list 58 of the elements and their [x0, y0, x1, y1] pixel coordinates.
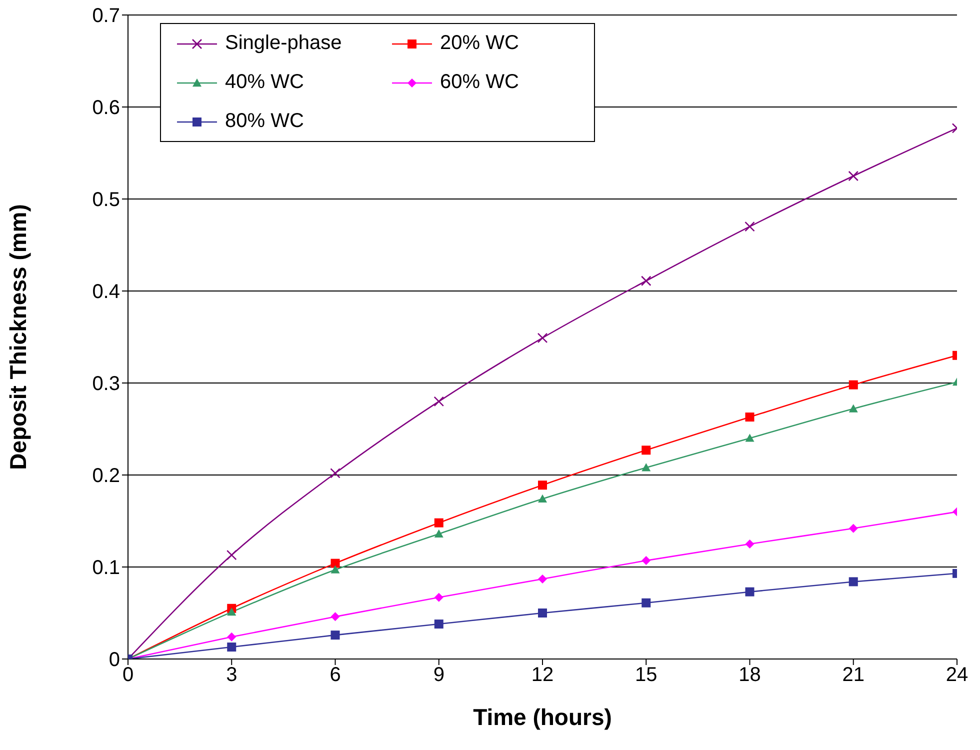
point [642, 446, 651, 455]
y-axis-title: Deposit Thickness (mm) [5, 204, 32, 470]
point [745, 540, 754, 548]
legend-label: 60% WC [440, 71, 519, 94]
x-tick-label: 12 [531, 664, 554, 686]
point [434, 620, 444, 629]
legend-label: 80% WC [225, 110, 304, 133]
point [434, 518, 444, 528]
point [642, 556, 651, 566]
y-tick-label: 0.3 [92, 373, 120, 396]
point [642, 463, 651, 472]
point [538, 480, 547, 490]
point [227, 642, 236, 652]
point [227, 608, 236, 616]
y-tick-label: 0.1 [92, 557, 120, 580]
y-tick-label: 0.7 [92, 5, 120, 28]
point [537, 332, 548, 344]
x-tick-label: 15 [635, 664, 658, 686]
point [848, 170, 859, 182]
point [848, 380, 858, 390]
y-tick-label: 0.5 [92, 189, 120, 212]
point [330, 468, 340, 478]
point [848, 404, 858, 412]
point [538, 494, 547, 503]
point [330, 565, 340, 574]
x-axis-title: Time (hours) [473, 704, 612, 730]
point [745, 434, 754, 442]
point [745, 412, 754, 422]
point [330, 612, 340, 622]
y-tick-label: 0.2 [92, 465, 120, 488]
point [434, 592, 444, 602]
x-tick-label: 21 [842, 664, 864, 686]
x-tick-label: 24 [946, 664, 968, 686]
x-tick-label: 6 [330, 664, 341, 686]
x-tick-label: 9 [433, 664, 444, 686]
x-tick-label: 0 [122, 664, 134, 686]
point [848, 524, 858, 533]
point [227, 632, 236, 642]
legend-label: Single-phase [225, 32, 342, 55]
legend-label: 40% WC [225, 71, 304, 94]
y-tick-label: 0.6 [92, 97, 120, 120]
y-tick-label: 0.4 [92, 281, 120, 304]
point [848, 577, 858, 586]
point [330, 630, 340, 640]
legend-label: 20% WC [440, 32, 519, 55]
x-tick-label: 3 [226, 664, 238, 686]
point [330, 558, 340, 568]
point [538, 574, 547, 584]
point [434, 396, 444, 407]
point [642, 598, 651, 608]
point [745, 587, 754, 596]
x-tick-label: 18 [738, 664, 761, 686]
point [226, 550, 237, 560]
point [640, 276, 652, 286]
point [434, 529, 444, 538]
point [538, 608, 547, 618]
point [744, 221, 755, 232]
y-tick-label: 0 [108, 649, 120, 672]
